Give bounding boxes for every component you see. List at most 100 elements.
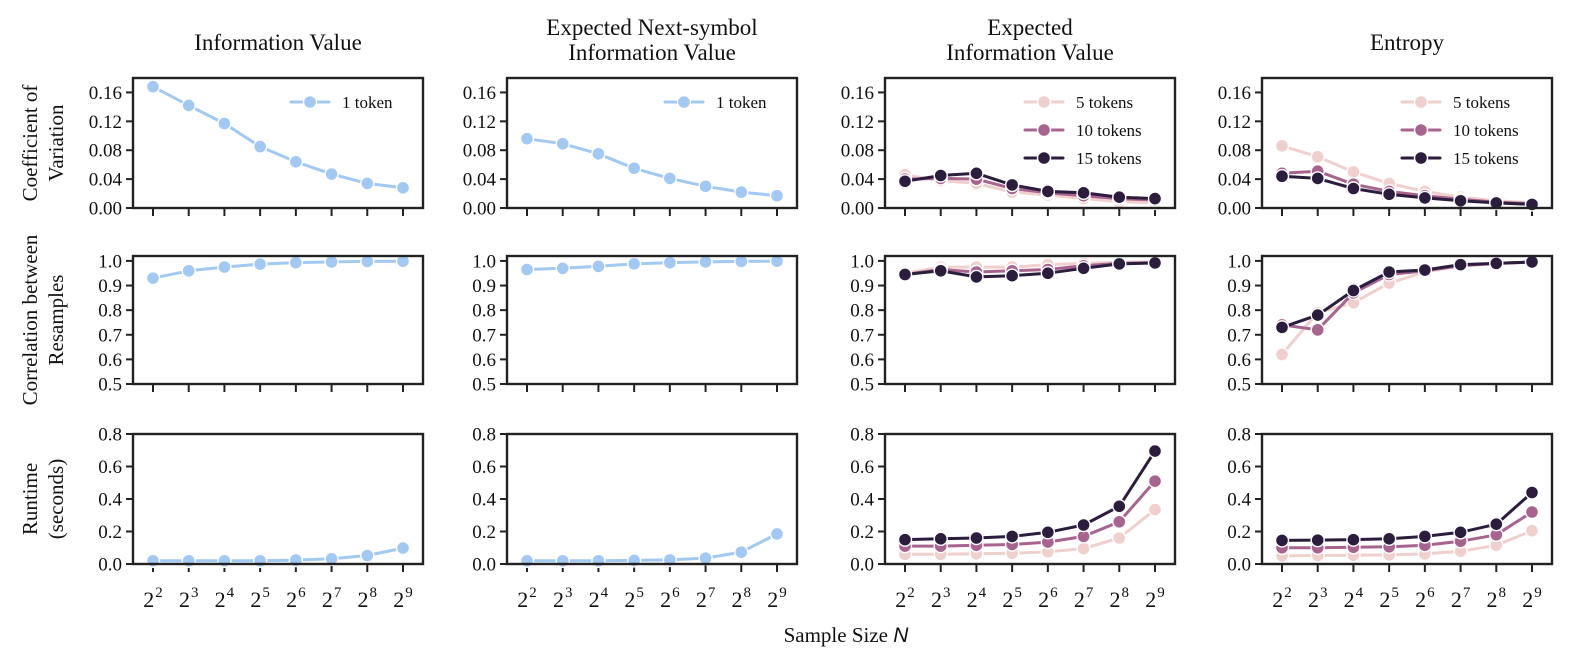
data-point-1-token [769,188,785,203]
x-tick-base: 2 [1145,587,1156,612]
data-point-1-token [591,553,606,568]
legend-entry-5-tokens: 5 tokens [1023,93,1133,112]
x-tick-base: 2 [143,587,154,612]
x-tick-base: 2 [660,587,671,612]
data-point-15-tokens [1147,255,1163,271]
panel-frame [131,432,425,566]
x-tick-label: 25 [624,585,644,612]
y-tick-label: 1.0 [98,251,122,272]
legend-label: 5 tokens [1453,93,1510,112]
data-point-15-tokens [1489,195,1504,211]
panel-frame [505,76,799,210]
x-tick-label: 25 [1002,585,1021,612]
panel-r1-c4: 0.00 0.04 0.08 0.12 0.16 5 tokens 10 tokens 15 … [1218,76,1554,220]
row-label-1-line-1: Coefficient of [18,85,42,202]
y-tick-label: 0.04 [463,170,497,191]
column-title-2-line-2: Information Value [568,40,736,65]
row-label-1-line-2: Variation [44,104,68,181]
x-tick-exponent: 6 [298,585,306,601]
data-point-15-tokens [1453,193,1468,208]
x-tick-base: 2 [1074,587,1085,612]
y-tick-label: 0.6 [98,457,122,478]
data-point-1-token [591,259,606,274]
data-point-1-token [360,176,375,191]
y-tick-label: 0.12 [89,112,122,133]
row-label-3-line-1: Runtime [18,463,42,535]
data-point-1-token [252,553,268,568]
x-tick-label: 26 [286,585,306,612]
data-point-1-token [734,184,749,200]
data-point-1-token [734,544,749,560]
x-tick-label: 29 [1522,585,1542,612]
x-tick-exponent: 3 [943,585,951,601]
panel-frame [505,432,799,566]
x-tick-exponent: 8 [1499,585,1507,601]
x-tick-base: 2 [931,587,942,612]
y-tick-label: 0.7 [98,325,122,346]
column-title-4-line-1: Entropy [1370,30,1445,55]
data-point-1-token [181,263,196,278]
x-tick-base: 2 [517,587,528,612]
legend-swatch-marker [1036,122,1052,138]
legend-entry-1-token: 1 token [289,93,393,112]
y-tick-label: 0.16 [463,83,496,104]
y-tick-label: 0.8 [850,301,874,322]
legend-label: 10 tokens [1076,121,1142,140]
data-point-1-token [181,98,196,113]
y-tick-label: 0.2 [850,522,874,543]
legend-entry-15-tokens: 15 tokens [1023,149,1142,168]
panel-frame [1260,254,1554,386]
x-tick-label: 26 [660,585,680,612]
legend-label: 5 tokens [1076,93,1133,112]
legend-label: 10 tokens [1453,121,1519,140]
data-point-1-token [626,256,642,272]
x-tick-base: 2 [1272,587,1283,612]
data-point-15-tokens [1417,529,1433,544]
data-point-1-token [698,550,713,566]
y-tick-label: 0.5 [472,375,496,396]
data-point-15-tokens [1417,190,1433,206]
data-point-10-tokens [1524,504,1540,520]
x-tick-base: 2 [250,587,261,612]
y-tick-label: 0.9 [472,276,496,297]
row-label-2-line-1: Correlation between [18,234,42,405]
x-tick-base: 2 [1379,587,1390,612]
column-title-1-line-1: Information Value [194,30,362,55]
data-point-1-token [252,256,268,272]
x-tick-label: 23 [179,585,199,612]
y-tick-label: 0.4 [850,490,874,511]
x-tick-label: 27 [1451,585,1471,612]
legend-label: 15 tokens [1453,149,1519,168]
x-tick-base: 2 [1522,587,1533,612]
x-tick-base: 2 [967,587,978,612]
panel-r1-c3: 0.00 0.04 0.08 0.12 0.16 5 tokens 10 tokens 15 … [841,76,1177,220]
data-point-15-tokens [1524,254,1540,270]
data-point-1-token [555,553,570,568]
x-tick-label: 25 [1379,585,1399,612]
data-point-1-token [769,526,785,542]
x-tick-base: 2 [393,587,404,612]
data-point-1-token [519,131,535,146]
data-point-15-tokens [1381,187,1397,202]
y-tick-label: 0.00 [89,199,122,220]
panel-frame [1260,76,1554,210]
x-tick-base: 2 [1038,587,1049,612]
data-point-15-tokens [1524,485,1540,500]
y-tick-label: 0.8 [98,425,122,446]
x-tick-label: 26 [1038,585,1058,612]
column-title-3-line-1: Expected [987,15,1073,40]
data-point-15-tokens [1381,264,1397,280]
y-tick-label: 0.8 [472,425,496,446]
data-point-15-tokens [933,168,948,183]
x-tick-label: 27 [1074,585,1094,612]
panel-r2-c4: 0.5 0.6 0.7 0.8 0.9 1.0 [1227,251,1554,396]
legend-entry-10-tokens: 10 tokens [1400,121,1519,140]
panel-frame [131,76,425,210]
x-tick-exponent: 7 [708,585,716,601]
x-tick-label: 28 [732,585,752,612]
y-tick-label: 0.08 [1218,141,1251,162]
x-tick-label: 23 [553,585,573,612]
panel-frame [1260,432,1554,566]
data-point-1-token [626,161,642,176]
x-tick-label: 24 [1344,585,1364,612]
